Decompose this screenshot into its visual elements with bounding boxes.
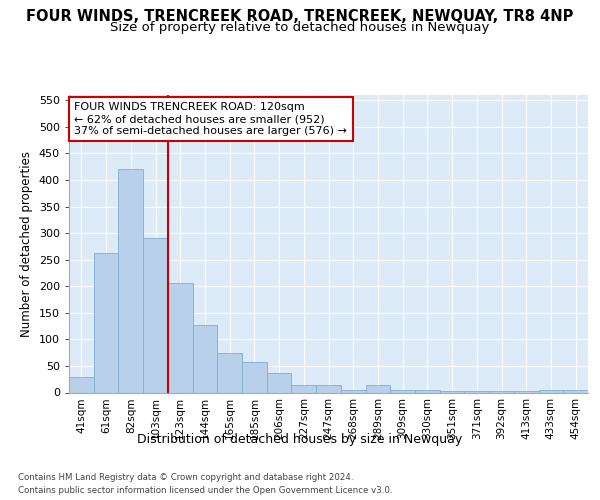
Bar bbox=[563, 390, 588, 392]
Bar bbox=[94, 254, 118, 392]
Y-axis label: Number of detached properties: Number of detached properties bbox=[20, 151, 33, 337]
Bar bbox=[168, 282, 193, 393]
Bar bbox=[539, 390, 563, 392]
Bar bbox=[118, 170, 143, 392]
Bar bbox=[242, 362, 267, 392]
Bar bbox=[415, 390, 440, 392]
Bar bbox=[267, 373, 292, 392]
Text: Size of property relative to detached houses in Newquay: Size of property relative to detached ho… bbox=[110, 22, 490, 35]
Text: Contains HM Land Registry data © Crown copyright and database right 2024.: Contains HM Land Registry data © Crown c… bbox=[18, 472, 353, 482]
Bar bbox=[341, 390, 365, 392]
Bar bbox=[390, 390, 415, 392]
Bar bbox=[69, 376, 94, 392]
Bar bbox=[365, 384, 390, 392]
Text: Contains public sector information licensed under the Open Government Licence v3: Contains public sector information licen… bbox=[18, 486, 392, 495]
Bar bbox=[143, 238, 168, 392]
Bar bbox=[316, 384, 341, 392]
Bar bbox=[292, 384, 316, 392]
Bar bbox=[217, 352, 242, 393]
Bar bbox=[193, 325, 217, 392]
Text: Distribution of detached houses by size in Newquay: Distribution of detached houses by size … bbox=[137, 432, 463, 446]
Text: FOUR WINDS, TRENCREEK ROAD, TRENCREEK, NEWQUAY, TR8 4NP: FOUR WINDS, TRENCREEK ROAD, TRENCREEK, N… bbox=[26, 9, 574, 24]
Text: FOUR WINDS TRENCREEK ROAD: 120sqm
← 62% of detached houses are smaller (952)
37%: FOUR WINDS TRENCREEK ROAD: 120sqm ← 62% … bbox=[74, 102, 347, 136]
